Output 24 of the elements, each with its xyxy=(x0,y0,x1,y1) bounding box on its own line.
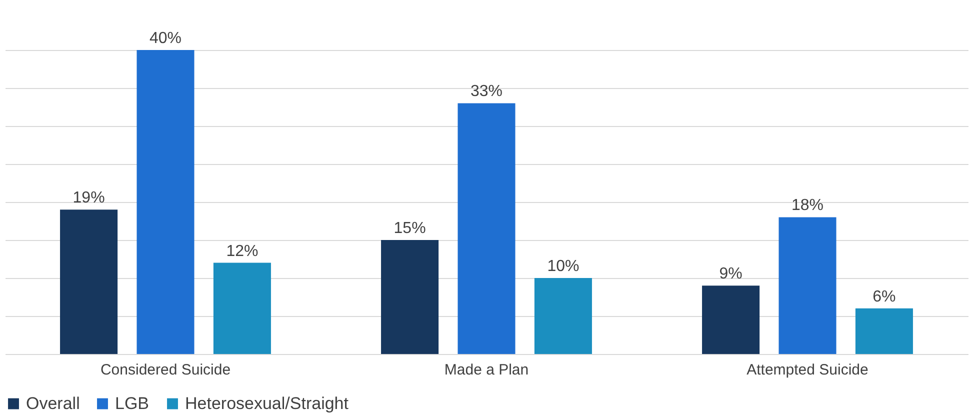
bar xyxy=(381,240,439,354)
data-label: 33% xyxy=(470,83,503,100)
bar xyxy=(136,50,194,354)
x-tick-label: Attempted Suicide xyxy=(746,362,868,378)
x-tick-label: Considered Suicide xyxy=(100,362,231,378)
x-tick-label: Made a Plan xyxy=(444,362,529,378)
bar xyxy=(458,103,516,354)
data-label: 9% xyxy=(719,266,742,283)
bar xyxy=(534,278,592,354)
legend-label: Overall xyxy=(26,394,80,413)
legend-label: LGB xyxy=(115,394,150,413)
data-label: 40% xyxy=(149,30,182,47)
bar xyxy=(213,262,271,354)
legend-label: Heterosexual/Straight xyxy=(185,394,349,413)
data-label: 15% xyxy=(394,220,426,237)
data-label: 6% xyxy=(872,288,896,306)
data-label: 18% xyxy=(791,197,824,214)
bar xyxy=(855,308,913,354)
bar xyxy=(702,286,760,354)
data-label: 12% xyxy=(226,242,258,260)
data-label: 19% xyxy=(72,190,105,207)
bar xyxy=(60,210,118,354)
data-label: 10% xyxy=(547,258,580,275)
bar xyxy=(778,217,836,354)
